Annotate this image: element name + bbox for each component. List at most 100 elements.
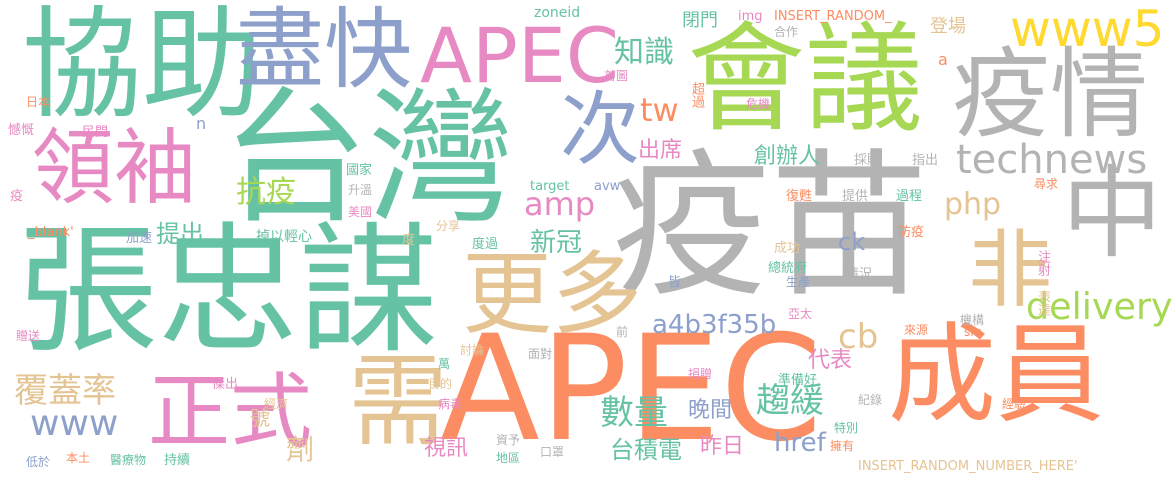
word-insert-random-top: INSERT_RANDOM_ (774, 9, 892, 24)
word-chengyuan: 成員 (888, 313, 1105, 438)
word-chaoguo: 超過 (689, 82, 704, 108)
word-ck: ck (838, 228, 866, 256)
word-zongtongfu: 總統府 (768, 261, 808, 276)
word-zhushe: 注射 (1035, 250, 1050, 276)
word-fei: 非 (968, 221, 1053, 319)
word-a: a (938, 50, 948, 69)
word-qian: 前 (616, 325, 629, 339)
word-chuxi: 出席 (638, 138, 683, 163)
word-quhuan: 趨緩 (756, 381, 824, 421)
word-qingkuang: 情況 (846, 267, 873, 282)
word-diyu: 低於 (26, 455, 51, 469)
word-bimen: 閉門 (682, 10, 718, 31)
word-juanzeng: 捐贈 (688, 367, 713, 381)
word-a4b3f35b: a4b3f35b (652, 310, 777, 340)
word-zhishi: 知識 (614, 35, 674, 70)
word-shengchan: 生產 (786, 275, 811, 289)
word-fugailv: 覆蓋率 (14, 371, 116, 411)
word-zhengshi: 正式 (148, 365, 313, 460)
word-weiji: 危機 (746, 97, 771, 111)
word-zhunbeihao: 準備好 (778, 373, 818, 388)
word-taiwan: 台灣 (222, 74, 514, 244)
word-www5: www5 (1010, 0, 1165, 58)
word-apec-pink: APEC (420, 11, 619, 100)
word-dengchang: 登場 (930, 16, 966, 37)
word-xinguan: 新冠 (530, 228, 583, 258)
word-shoutu: 首圖 (604, 69, 629, 83)
word-kouzhao: 口罩 (540, 445, 565, 459)
word-jiechu: 傑出 (212, 377, 239, 392)
word-php: php (944, 187, 1002, 222)
word-jilu: 紀錄 (858, 393, 883, 407)
word-technews: technews (956, 137, 1148, 183)
word-gengduo: 更多 (462, 242, 642, 347)
word-chixu: 持續 (164, 453, 191, 468)
word-wan: 萬 (438, 357, 451, 371)
word-tichu: 提出 (156, 220, 204, 248)
word-diaoyiqingxin: 掉以輕心 (256, 229, 312, 245)
word-fusu: 復甦 (786, 189, 813, 204)
word-caigou: 採購 (854, 153, 881, 168)
word-www: www (30, 403, 119, 444)
word-yongyou: 擁有 (830, 439, 855, 453)
word-tebie: 特別 (834, 421, 859, 435)
word-shuliang: 數量 (600, 393, 668, 433)
word-fangyi: 防疫 (898, 225, 925, 240)
word-cb: cb (838, 317, 879, 357)
word-apec-large: APEC (440, 304, 823, 474)
word-chuangbanren: 創辦人 (754, 144, 821, 169)
word-minjian: 民間 (82, 125, 109, 140)
word-href: href (774, 428, 826, 458)
word-img: img (738, 9, 763, 24)
word-tw: tw (640, 91, 679, 129)
word-hankai: 憾慨 (8, 123, 35, 138)
word-ziyu: 資予 (496, 433, 521, 447)
word-mudi: 目的 (428, 377, 453, 391)
word-xunqiu: 尋求 (1034, 177, 1059, 191)
word-xiezhu: 協助 (22, 0, 262, 135)
word-yiliaowu: 醫療物 (110, 453, 147, 467)
word-du: 度 (402, 233, 416, 248)
word-bingdu: 病毒 (438, 397, 463, 411)
word-delivery: delivery (1026, 285, 1173, 328)
word-zhichu: 指出 (912, 153, 939, 168)
word-laiyuan: 來源 (904, 323, 929, 337)
word-src: src (964, 325, 982, 339)
word-ji: 劑 (286, 433, 315, 466)
word-amp: amp (524, 185, 596, 223)
word-biaoda: 表達 (1035, 290, 1050, 316)
word-jigou: 機構 (960, 313, 985, 327)
word-zengsong: 贈送 (16, 329, 41, 343)
word-avw: avw (594, 179, 621, 194)
word-guojia: 國家 (346, 163, 373, 178)
word-blank: _blank' (28, 225, 74, 240)
word-yatai: 亞太 (788, 307, 813, 321)
word-zhangzhongmou: 張忠謀 (18, 210, 439, 373)
word-huiyi: 會議 (687, 10, 924, 148)
word-jie: 皆 (668, 275, 682, 290)
word-jingyan: 經驗 (1002, 397, 1027, 411)
word-hezuo: 合作 (774, 25, 799, 39)
word-ci: 次 (560, 83, 640, 176)
word-zuori: 昨日 (700, 434, 745, 459)
word-jiasu: 加速 (126, 231, 153, 246)
word-riben: 日本 (26, 95, 51, 109)
word-target: target (530, 179, 570, 194)
word-shengwen: 升溫 (348, 183, 373, 197)
word-diqu: 地區 (496, 451, 521, 465)
word-bentu: 本土 (66, 451, 91, 465)
word-shixun: 視訊 (424, 436, 469, 461)
word-miandui: 面對 (528, 347, 553, 361)
word-wanjian: 晚間 (688, 398, 733, 423)
word-tigong: 提供 (842, 189, 869, 204)
word-daibiao: 代表 (808, 348, 853, 373)
word-guocheng: 過程 (896, 189, 923, 204)
word-xu: 需 (348, 343, 448, 460)
word-chenggong: 成功 (774, 241, 801, 256)
word-jinkuai: 盡快 (236, 0, 413, 101)
word-insert-random-number-here: INSERT_RANDOM_NUMBER_HERE' (858, 459, 1078, 474)
word-lingxiu: 領袖 (32, 121, 197, 216)
word-yiqing: 疫情 (952, 38, 1149, 152)
word-n: n (196, 114, 207, 133)
